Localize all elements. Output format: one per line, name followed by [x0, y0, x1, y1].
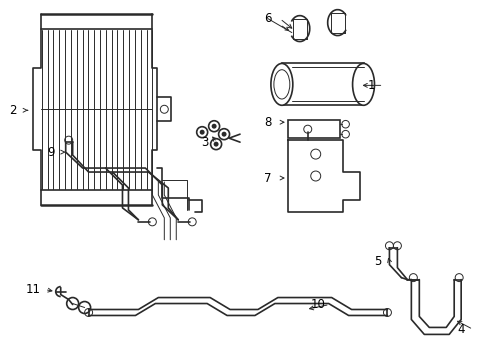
Bar: [287, 120, 339, 138]
Text: 6: 6: [264, 12, 271, 25]
Ellipse shape: [352, 63, 374, 105]
Ellipse shape: [270, 63, 292, 105]
Text: 2: 2: [9, 104, 17, 117]
Text: 5: 5: [373, 255, 380, 268]
Circle shape: [213, 141, 218, 147]
Circle shape: [211, 124, 216, 129]
Circle shape: [221, 132, 226, 137]
Text: 7: 7: [264, 171, 271, 185]
Text: 10: 10: [310, 298, 325, 311]
Text: 9: 9: [47, 145, 54, 159]
Circle shape: [199, 130, 204, 135]
Text: 3: 3: [201, 136, 208, 149]
Text: 8: 8: [264, 116, 271, 129]
Text: 4: 4: [456, 323, 464, 336]
Text: 1: 1: [367, 79, 374, 92]
Text: 11: 11: [25, 283, 40, 296]
Bar: [281, 63, 363, 105]
